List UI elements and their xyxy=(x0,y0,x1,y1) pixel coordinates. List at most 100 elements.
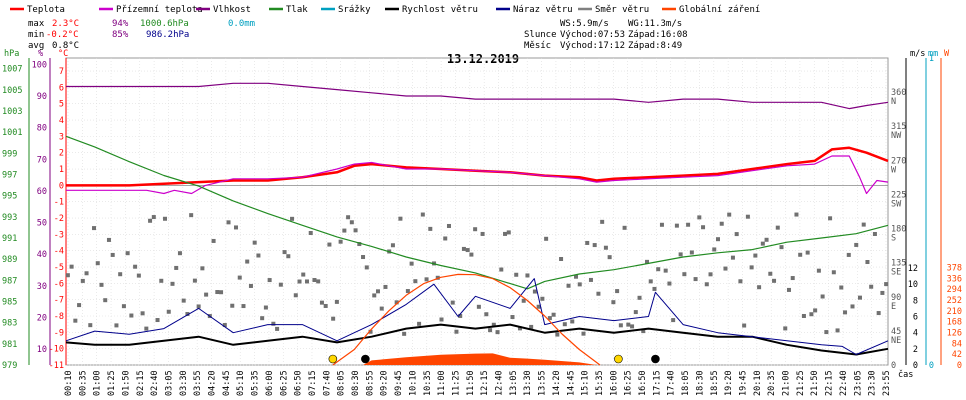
tick-radiation: 210 xyxy=(947,307,962,317)
wind-direction-point xyxy=(428,226,433,231)
tick-temperature: -7 xyxy=(54,296,64,306)
wind-direction-point xyxy=(204,292,209,297)
wind-direction-point xyxy=(121,304,126,309)
wind-direction-point xyxy=(630,324,635,329)
wind-direction-point xyxy=(260,316,265,321)
wind-direction-point xyxy=(540,296,545,301)
wind-direction-point xyxy=(215,290,220,295)
tick-wind: 0 xyxy=(913,361,918,371)
info-sun-label: Slunce xyxy=(524,30,557,40)
wind-direction-point xyxy=(577,282,582,287)
x-tick-label: 18:55 xyxy=(710,370,720,396)
wind-direction-point xyxy=(357,242,362,247)
wind-direction-point xyxy=(719,221,724,226)
wind-direction-point xyxy=(768,271,773,276)
wind-direction-point xyxy=(637,295,642,300)
wind-direction-point xyxy=(327,242,332,247)
x-tick-label: 16:25 xyxy=(624,370,634,396)
wind-direction-point xyxy=(689,250,694,255)
wind-direction-point xyxy=(622,225,627,230)
tick-temperature: 4 xyxy=(59,116,64,126)
tick-pressure: 979 xyxy=(2,361,17,371)
wind-direction-point xyxy=(813,308,818,313)
wind-direction-point xyxy=(263,305,268,310)
wind-direction-point xyxy=(413,279,418,284)
x-tick-label: 02:40 xyxy=(150,370,160,396)
tick-wind-dir: 180 xyxy=(891,225,906,235)
tick-wind: 4 xyxy=(913,329,918,339)
wind-direction-point xyxy=(701,225,706,230)
wind-direction-point xyxy=(230,303,235,308)
tick-temperature: -10 xyxy=(49,345,64,355)
wind-direction-point xyxy=(790,276,795,281)
tick-pressure: 1005 xyxy=(2,86,22,96)
wind-direction-point xyxy=(760,241,765,246)
wind-direction-point xyxy=(738,279,743,284)
tick-temperature: 1 xyxy=(59,165,64,175)
wind-direction-point xyxy=(648,279,653,284)
tick-humidity: 20 xyxy=(37,314,47,324)
wind-direction-point xyxy=(712,247,717,252)
tick-humidity: 90 xyxy=(37,92,47,102)
tick-radiation: 84 xyxy=(952,339,962,349)
wind-direction-point xyxy=(170,281,175,286)
wind-direction-point xyxy=(742,323,747,328)
tick-wind-dir-label: NE xyxy=(891,336,901,346)
tick-temperature: -3 xyxy=(54,230,64,240)
wind-direction-point xyxy=(256,253,261,258)
wind-direction-point xyxy=(730,255,735,260)
wind-direction-point xyxy=(555,332,560,337)
wind-direction-point xyxy=(450,300,455,305)
wind-direction-point xyxy=(678,252,683,257)
wind-direction-point xyxy=(465,248,470,253)
wind-direction-point xyxy=(775,225,780,230)
x-tick-label: 00:35 xyxy=(78,370,88,396)
tick-rain: 1 xyxy=(929,54,934,64)
x-tick-label: 22:15 xyxy=(825,370,835,396)
wind-direction-point xyxy=(372,293,377,298)
wind-direction-point xyxy=(446,223,451,228)
tick-humidity: 70 xyxy=(37,155,47,165)
wind-direction-point xyxy=(480,231,485,236)
wind-direction-point xyxy=(745,214,750,219)
wind-direction-point xyxy=(185,312,190,317)
wind-direction-point xyxy=(506,230,511,235)
wind-direction-point xyxy=(585,240,590,245)
wind-direction-point xyxy=(574,274,579,279)
right-axes: m/s mm W360N315NW270W225SW180S135SE90E45NE… xyxy=(891,49,962,371)
wind-direction-point xyxy=(177,251,182,256)
wind-direction-point xyxy=(562,322,567,327)
tick-wind-dir: 315 xyxy=(891,122,906,132)
wind-direction-point xyxy=(290,216,295,221)
series-glob-ln-z-en- xyxy=(363,353,597,365)
wind-direction-point xyxy=(110,252,115,257)
legend-item: Vlhkost xyxy=(213,5,251,15)
series-tlak xyxy=(65,135,889,290)
stats-max-rain: 0.0mm xyxy=(228,19,255,29)
wind-direction-point xyxy=(73,318,78,323)
tick-temperature: -2 xyxy=(54,214,64,224)
legend-item: Globální záření xyxy=(679,5,760,15)
x-axis: 00:10 00:35 01:00 01:25 01:50 02:15 02:40 03:05… xyxy=(64,370,892,396)
wind-direction-point xyxy=(786,287,791,292)
marker-moonset xyxy=(361,354,370,364)
tick-wind: 6 xyxy=(913,313,918,323)
wind-direction-point xyxy=(514,272,519,277)
legend-item: Tlak xyxy=(286,5,308,15)
info-sun-set: Západ:16:08 xyxy=(628,30,688,40)
x-tick-label: 13:05 xyxy=(509,370,519,396)
wind-direction-point xyxy=(245,259,250,264)
x-tick-label: 07:40 xyxy=(322,370,332,396)
wind-direction-point xyxy=(331,316,336,321)
wind-direction-point xyxy=(749,265,754,270)
x-tick-label: 11:25 xyxy=(451,370,461,396)
wind-direction-point xyxy=(144,326,149,331)
wind-direction-point xyxy=(222,323,227,328)
tick-temperature: -8 xyxy=(54,312,64,322)
info-moon-set: Západ:8:49 xyxy=(628,41,682,51)
wind-direction-point xyxy=(155,318,160,323)
series-vlhkost xyxy=(66,82,889,110)
wind-direction-point xyxy=(417,321,422,326)
tick-humidity: 100 xyxy=(32,60,47,70)
